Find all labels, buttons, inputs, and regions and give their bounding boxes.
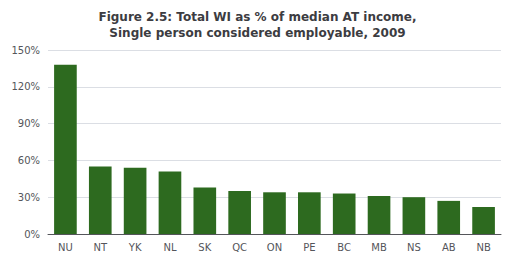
svg-text:0%: 0% — [24, 229, 40, 240]
svg-text:30%: 30% — [18, 192, 40, 203]
svg-text:BC: BC — [337, 242, 351, 253]
svg-text:PE: PE — [303, 242, 315, 253]
svg-text:YK: YK — [128, 242, 142, 253]
svg-text:NU: NU — [58, 242, 73, 253]
svg-text:NL: NL — [163, 242, 176, 253]
svg-text:ON: ON — [267, 242, 282, 253]
svg-text:AB: AB — [442, 242, 456, 253]
svg-text:NT: NT — [93, 242, 107, 253]
svg-text:NB: NB — [476, 242, 490, 253]
svg-text:Single person considered emplo: Single person considered employable, 200… — [109, 26, 405, 40]
svg-text:Figure 2.5: Total WI as % of m: Figure 2.5: Total WI as % of median AT i… — [98, 10, 416, 24]
svg-text:SK: SK — [198, 242, 211, 253]
svg-text:MB: MB — [371, 242, 387, 253]
svg-text:90%: 90% — [18, 118, 40, 129]
svg-text:QC: QC — [232, 242, 247, 253]
svg-text:60%: 60% — [18, 155, 40, 166]
svg-text:150%: 150% — [11, 45, 40, 56]
svg-text:NS: NS — [407, 242, 421, 253]
svg-text:120%: 120% — [11, 81, 40, 92]
